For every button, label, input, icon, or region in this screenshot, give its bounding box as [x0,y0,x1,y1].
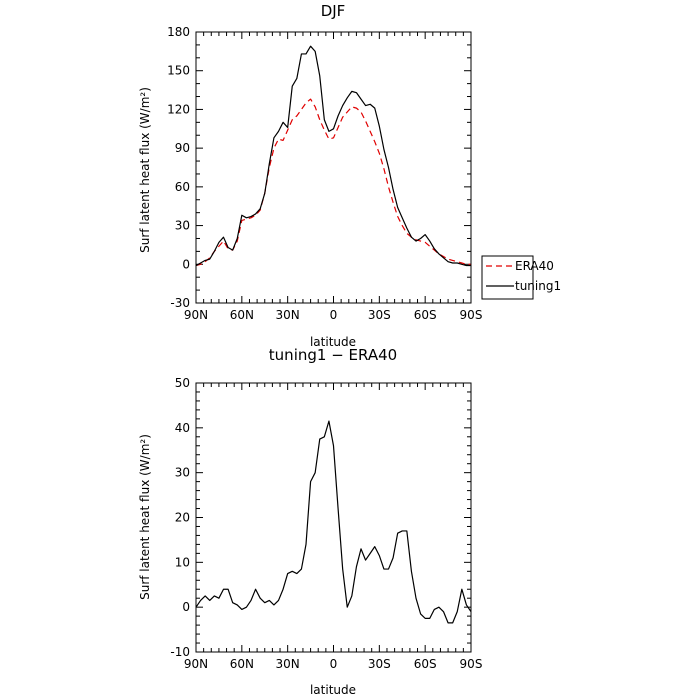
legend-tuning1-label: tuning1 [515,279,561,293]
top-panel: DJF latitude Surf latent heat flux (W/m²… [138,2,561,349]
bottom-panel-y-tick-label: 20 [175,511,190,525]
bottom-panel-x-tick-label: 60N [230,657,254,671]
top-panel-x-tick-label: 0 [330,308,338,322]
top-panel-y-tick-label: 30 [175,219,190,233]
bottom-panel-y-axis-label: Surf latent heat flux (W/m²) [138,434,152,600]
top-panel-y-tick-label: 60 [175,180,190,194]
bottom-panel-x-tick-label: 90N [184,657,208,671]
bottom-panel-frame [195,382,472,653]
legend-box [481,255,534,300]
top-panel-y-axis-label: Surf latent heat flux (W/m²) [138,87,152,253]
top-panel-series [195,45,471,267]
top-panel-x-axis-label: latitude [310,335,356,349]
top-panel-title: DJF [321,2,346,20]
top-panel-y-tick-label: 90 [175,141,190,155]
bottom-panel-x-tick-label: 60S [414,657,437,671]
bottom-panel-title: tuning1 − ERA40 [269,346,397,364]
bottom-panel-x-axis-label: latitude [310,683,356,697]
top-panel-x-tick-label: 60N [230,308,254,322]
top-panel-x-tick-label: 60S [414,308,437,322]
top-panel-x-tick-label: 90N [184,308,208,322]
bottom-panel-ticks: 90N 60N 30N 0 30S 60S 90S -10 0 10 20 30 40 50 [170,376,482,671]
bottom-panel-y-tick-label: 0 [182,600,190,614]
bottom-panel-y-tick-label: 10 [175,555,190,569]
bottom-panel: tuning1 − ERA40 latitude Surf latent hea… [138,346,482,697]
bottom-panel-x-tick-label: 30N [276,657,300,671]
top-panel-ticks: 90N 60N 30N 0 30S 60S 90S -30 0 30 60 90 120 150 180 [167,25,482,322]
top-panel-y-tick-label: 120 [167,102,190,116]
top-panel-y-tick-label: 180 [167,25,190,39]
bottom-panel-x-tick-label: 30S [368,657,391,671]
bottom-panel-x-tick-label: 90S [460,657,483,671]
legend: ERA40 tuning1 [481,255,561,300]
bottom-panel-y-tick-label: -10 [170,645,190,659]
top-panel-y-tick-label: 150 [167,64,190,78]
top-panel-series-era40-line [195,98,471,267]
bottom-panel-y-tick-label: 50 [175,376,190,390]
top-panel-x-tick-label: 30N [276,308,300,322]
bottom-panel-x-tick-label: 0 [330,657,338,671]
bottom-panel-y-tick-label: 30 [175,466,190,480]
top-panel-y-tick-label: -30 [170,296,190,310]
bottom-panel-series-difference-line [195,420,472,624]
top-panel-series-tuning1-line [195,45,471,267]
top-panel-x-tick-label: 90S [460,308,483,322]
legend-era40-label: ERA40 [515,259,554,273]
bottom-panel-series [195,420,472,624]
bottom-panel-y-tick-label: 40 [175,421,190,435]
top-panel-frame [195,31,472,304]
top-panel-x-tick-label: 30S [368,308,391,322]
top-panel-y-tick-label: 0 [182,257,190,271]
